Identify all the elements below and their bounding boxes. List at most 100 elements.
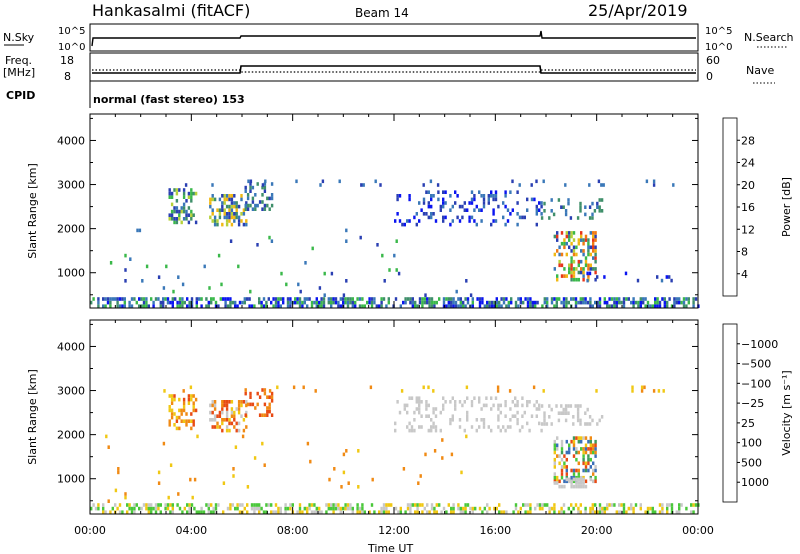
power-cell xyxy=(220,282,223,287)
power-ylabel: Slant Range [km] xyxy=(26,163,39,259)
power-cell xyxy=(522,300,525,305)
velocity-cell xyxy=(524,510,527,514)
velocity-cell xyxy=(575,468,578,473)
power-cell xyxy=(577,270,580,275)
power-cell xyxy=(327,297,330,301)
power-cell xyxy=(445,297,448,301)
power-cell xyxy=(589,300,592,305)
velocity-cell xyxy=(152,506,155,511)
velocity-cell xyxy=(553,506,556,511)
velocity-cell xyxy=(409,510,412,514)
velocity-cell xyxy=(104,510,107,514)
power-cell xyxy=(666,300,669,305)
velocity-cell xyxy=(575,436,578,440)
velocity-cell xyxy=(221,421,224,426)
power-cell xyxy=(482,204,486,209)
velocity-cell xyxy=(432,425,435,429)
velocity-cell xyxy=(225,414,229,418)
velocity-cell xyxy=(169,503,172,507)
power-cell xyxy=(194,220,198,225)
velocity-cell xyxy=(661,510,664,514)
power-cell xyxy=(286,304,290,308)
velocity-cell xyxy=(498,510,501,514)
velocity-ytick-label: 3000 xyxy=(57,385,85,398)
velocity-cell xyxy=(230,400,234,404)
velocity-cell xyxy=(572,506,575,511)
power-cell xyxy=(397,271,401,276)
power-cell xyxy=(582,238,585,242)
velocity-cell xyxy=(182,405,186,409)
velocity-cell xyxy=(102,503,105,507)
velocity-cell xyxy=(225,410,229,415)
power-cell xyxy=(183,300,186,305)
power-cell xyxy=(301,300,304,305)
power-cell xyxy=(464,297,467,301)
velocity-cell xyxy=(441,456,444,460)
power-cell xyxy=(190,297,194,301)
velocity-cell xyxy=(480,407,483,411)
velocity-cell xyxy=(178,415,181,420)
power-cell xyxy=(592,249,595,253)
power-cell xyxy=(175,220,179,225)
velocity-cell xyxy=(478,506,482,511)
power-cell xyxy=(654,297,657,301)
power-cell xyxy=(649,304,652,308)
velocity-cell xyxy=(342,506,345,511)
power-cell xyxy=(433,300,436,305)
velocity-colorbar-tick-label: 25 xyxy=(741,417,755,430)
power-cell xyxy=(92,297,95,301)
velocity-cell xyxy=(584,450,588,455)
velocity-cell xyxy=(526,403,529,408)
velocity-cell xyxy=(168,408,171,413)
velocity-ytick-label: 1000 xyxy=(57,473,85,486)
velocity-cell xyxy=(217,503,220,507)
power-cell xyxy=(570,249,573,253)
power-cell xyxy=(580,238,583,242)
velocity-cell xyxy=(560,411,563,415)
power-cell xyxy=(270,193,274,197)
power-cell xyxy=(630,300,633,305)
power-cell xyxy=(370,304,374,308)
power-echo-region xyxy=(209,194,248,227)
velocity-cell xyxy=(225,418,229,422)
power-cell xyxy=(116,304,119,308)
velocity-cell xyxy=(262,510,266,514)
power-cell xyxy=(437,197,440,202)
power-cell xyxy=(570,259,573,264)
velocity-cell xyxy=(246,510,249,514)
velocity-cell xyxy=(576,418,580,423)
velocity-cell xyxy=(192,394,195,398)
velocity-cell xyxy=(188,510,191,514)
power-cell xyxy=(217,304,220,308)
velocity-cell xyxy=(237,407,241,411)
power-cell xyxy=(130,304,134,308)
power-cell xyxy=(445,304,448,308)
velocity-cell xyxy=(370,503,374,507)
power-cell xyxy=(128,304,131,308)
power-cell xyxy=(380,300,383,305)
velocity-cell xyxy=(268,409,271,414)
velocity-cell xyxy=(432,421,435,426)
velocity-cell xyxy=(452,506,455,511)
power-cell xyxy=(182,202,186,207)
power-cell xyxy=(186,304,189,308)
power-cell xyxy=(124,253,127,258)
power-cell xyxy=(229,300,232,305)
velocity-cell xyxy=(427,385,430,390)
velocity-cell xyxy=(218,425,222,429)
power-cell xyxy=(663,297,666,301)
power-cell xyxy=(240,197,243,202)
velocity-cell xyxy=(560,439,564,444)
velocity-cell xyxy=(449,421,452,426)
velocity-cell xyxy=(502,425,505,429)
power-cell xyxy=(597,179,601,184)
velocity-cell xyxy=(187,397,191,402)
velocity-cell xyxy=(426,503,429,507)
power-cell xyxy=(315,300,318,305)
power-cell xyxy=(560,252,564,257)
power-cell xyxy=(494,219,498,223)
velocity-cell xyxy=(240,400,243,404)
power-cell xyxy=(594,249,597,253)
power-cell xyxy=(646,300,650,305)
power-cell xyxy=(470,190,474,194)
